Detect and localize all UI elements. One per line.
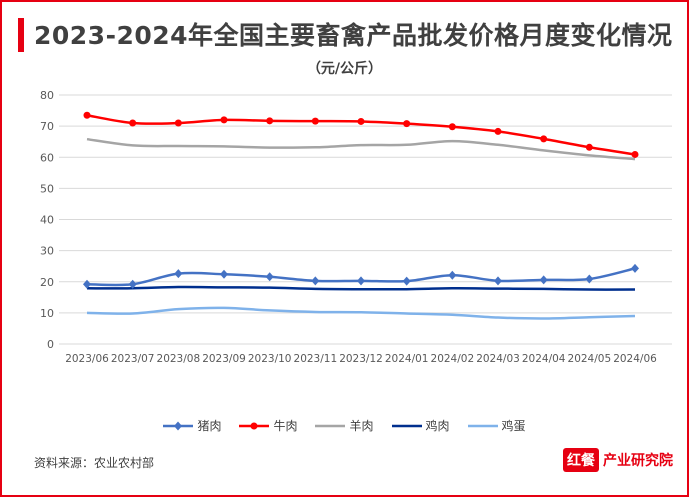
series-line-羊肉 xyxy=(86,137,636,161)
legend-item: 猪肉 xyxy=(163,417,221,434)
data-point xyxy=(357,276,365,286)
series-line-鸡蛋 xyxy=(86,306,636,320)
y-tick-label: 50 xyxy=(40,182,54,195)
legend-item: 鸡蛋 xyxy=(467,417,526,434)
data-point xyxy=(83,111,91,119)
data-point xyxy=(631,150,639,158)
data-point xyxy=(631,263,639,273)
legend-label: 牛肉 xyxy=(273,419,298,433)
y-tick-label: 40 xyxy=(40,214,54,227)
x-tick-label: 2024/04 xyxy=(522,353,566,365)
data-point xyxy=(494,276,502,286)
legend-swatch-icon xyxy=(467,424,498,427)
y-tick-label: 70 xyxy=(40,120,54,133)
x-tick-label: 2023/09 xyxy=(202,353,246,365)
data-point xyxy=(539,275,548,285)
logo: 红餐 产业研究院 xyxy=(563,448,673,472)
legend-item: 羊肉 xyxy=(315,417,374,434)
data-point xyxy=(129,119,137,127)
x-tick-label: 2024/06 xyxy=(613,353,657,365)
data-point xyxy=(220,116,228,124)
y-tick-label: 60 xyxy=(40,151,54,164)
logo-text: 产业研究院 xyxy=(603,453,673,469)
data-point xyxy=(174,269,183,279)
data-point xyxy=(266,117,274,125)
data-point xyxy=(448,123,456,131)
data-point xyxy=(494,127,502,135)
data-point xyxy=(83,279,91,289)
legend-item: 鸡肉 xyxy=(391,417,450,434)
x-tick-label: 2024/03 xyxy=(476,353,520,365)
legend-label: 鸡肉 xyxy=(425,419,450,433)
data-point xyxy=(265,272,274,282)
x-tick-label: 2023/06 xyxy=(65,353,109,365)
data-point xyxy=(448,270,457,280)
data-point xyxy=(585,274,594,284)
x-tick-label: 2023/10 xyxy=(248,353,292,365)
x-tick-label: 2023/11 xyxy=(294,353,338,365)
y-tick-label: 0 xyxy=(47,338,54,351)
legend-label: 羊肉 xyxy=(349,419,374,433)
series-line-鸡肉 xyxy=(86,285,636,291)
data-point xyxy=(311,276,320,286)
logo-mark: 红餐 xyxy=(563,448,599,472)
x-tick-label: 2023/08 xyxy=(157,353,201,365)
y-tick-label: 10 xyxy=(40,307,54,320)
legend-swatch-icon xyxy=(315,424,346,427)
data-point xyxy=(585,143,593,151)
data-point xyxy=(357,117,365,125)
y-tick-label: 80 xyxy=(40,89,54,102)
legend-swatch-icon xyxy=(163,421,194,430)
source-note: 资料来源：农业农村部 xyxy=(34,456,155,470)
legend: 猪肉 牛肉 羊肉 鸡肉 鸡蛋 xyxy=(2,417,687,434)
legend-label: 猪肉 xyxy=(197,419,222,433)
y-tick-label: 20 xyxy=(40,276,54,289)
x-tick-label: 2024/05 xyxy=(568,353,612,365)
x-tick-label: 2024/02 xyxy=(431,353,475,365)
legend-swatch-icon xyxy=(391,424,422,427)
data-point xyxy=(311,117,319,125)
data-point xyxy=(174,119,182,127)
unit-label: （元/公斤） xyxy=(306,61,383,77)
data-point xyxy=(220,269,228,279)
x-tick-label: 2023/12 xyxy=(339,353,383,365)
legend-item: 牛肉 xyxy=(239,417,297,434)
data-point xyxy=(128,279,137,289)
legend-label: 鸡蛋 xyxy=(501,419,526,433)
x-tick-label: 2024/01 xyxy=(385,353,429,365)
data-point xyxy=(402,276,411,286)
x-tick-label: 2023/07 xyxy=(111,353,155,365)
legend-swatch-icon xyxy=(239,422,270,429)
data-point xyxy=(540,135,548,143)
chart-title: 2023-2024年全国主要畜禽产品批发价格月度变化情况 xyxy=(34,21,673,50)
y-tick-label: 30 xyxy=(40,245,54,258)
title-accent-bar xyxy=(18,18,24,52)
data-point xyxy=(403,120,411,128)
